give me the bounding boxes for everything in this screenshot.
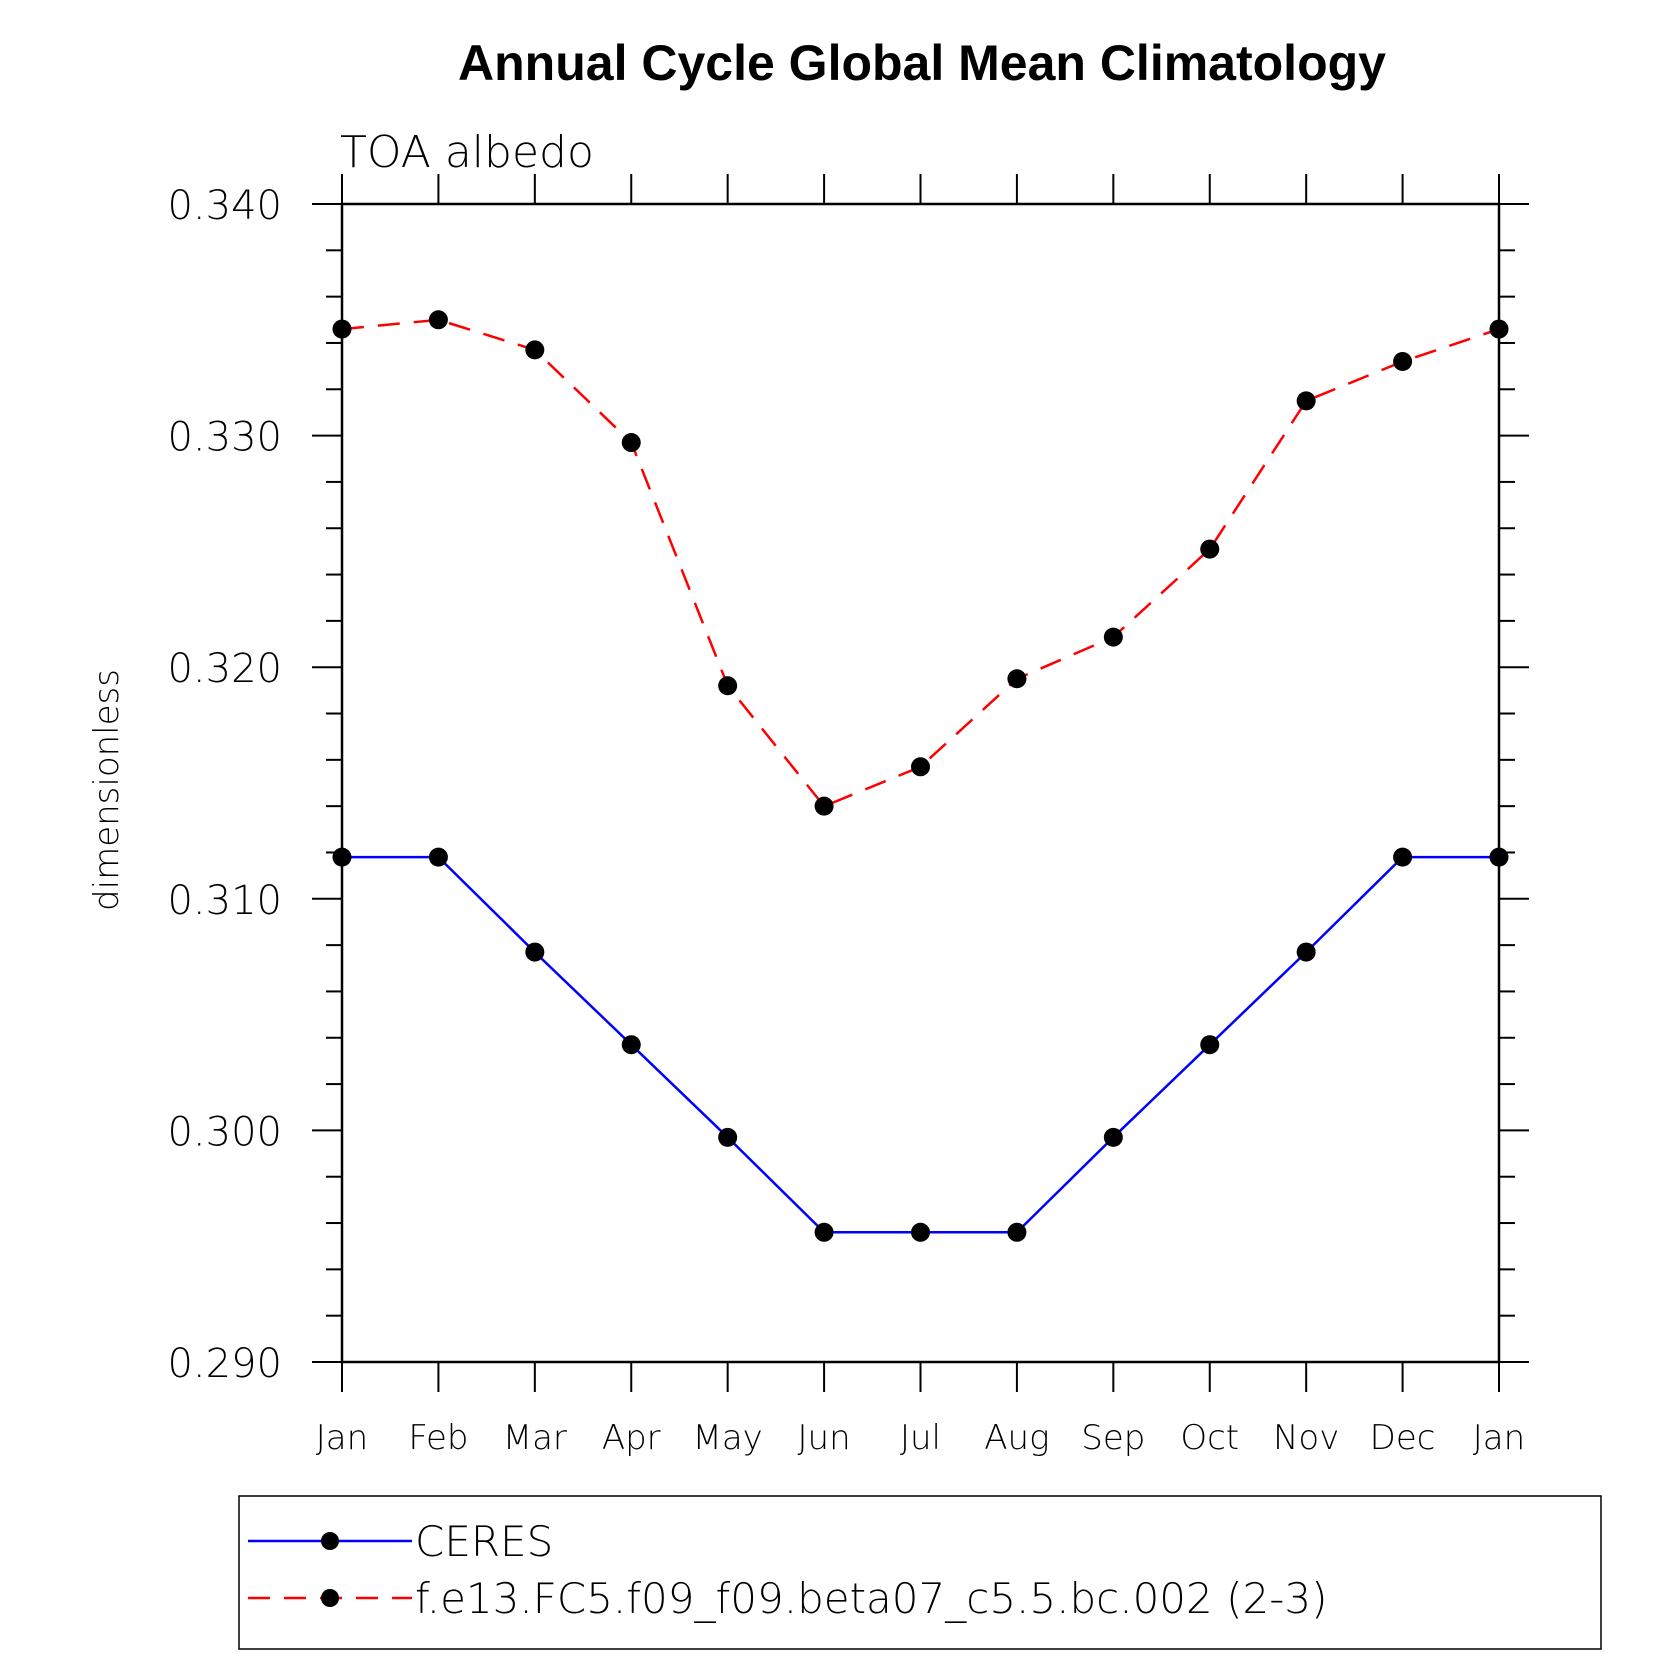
x-axis-ticks: Jan Feb Mar Apr May Jun Jul Aug Sep Oct Nov Dec Jan	[316, 174, 1525, 1458]
data-point-series-0	[911, 1222, 930, 1242]
x-tick-label: Jun	[798, 1418, 851, 1458]
x-tick-label: Apr	[602, 1418, 661, 1458]
data-point-series-1	[1007, 669, 1027, 689]
data-point-series-1	[428, 310, 448, 330]
y-axis-label: dimensionless	[87, 669, 127, 911]
y-tick-label: 0.320	[167, 646, 282, 692]
y-tick-label: 0.310	[167, 878, 282, 924]
y-tick-label: 0.330	[167, 415, 282, 461]
x-tick-label: Feb	[408, 1418, 468, 1458]
data-point-series-1	[1200, 539, 1220, 559]
data-point-series-1	[332, 319, 352, 339]
data-point-series-1	[1393, 351, 1413, 371]
data-point-series-1	[1489, 319, 1509, 339]
data-point-series-0	[1296, 942, 1316, 962]
chart-title: Annual Cycle Global Mean Climatology	[458, 35, 1386, 91]
legend-marker-ceres	[321, 1532, 339, 1550]
y-tick-label: 0.290	[167, 1341, 282, 1387]
data-point-series-1	[718, 676, 738, 696]
data-point-series-1	[814, 796, 834, 816]
x-tick-label: Mar	[503, 1418, 567, 1458]
data-point-series-1	[1103, 627, 1123, 647]
data-point-series-0	[1393, 847, 1413, 867]
data-point-series-0	[1489, 847, 1509, 867]
data-point-series-0	[718, 1127, 738, 1147]
legend-box	[238, 1495, 1602, 1650]
series-layer	[332, 310, 1509, 1242]
data-point-series-1	[621, 433, 641, 453]
data-point-series-0	[621, 1035, 641, 1055]
legend-marker-model	[321, 1589, 339, 1607]
x-tick-label: Nov	[1273, 1418, 1339, 1458]
x-tick-label: May	[693, 1418, 763, 1458]
x-tick-label: Aug	[984, 1418, 1049, 1458]
legend: CERES f.e13.FC5.f09_f09.beta07_c5.5.bc.0…	[238, 1495, 1602, 1650]
x-tick-label: Jan	[1473, 1418, 1525, 1458]
plot-frame	[340, 202, 1501, 1364]
x-tick-label: Dec	[1370, 1418, 1436, 1458]
data-point-series-0	[1103, 1127, 1123, 1147]
y-tick-label: 0.340	[167, 183, 282, 229]
data-point-series-1	[911, 757, 930, 777]
data-point-series-0	[1007, 1222, 1027, 1242]
series-line-0	[342, 855, 1499, 1234]
data-point-series-0	[525, 942, 545, 962]
legend-label-ceres: CERES	[415, 1517, 553, 1566]
legend-label-model: f.e13.FC5.f09_f09.beta07_c5.5.bc.002 (2-…	[415, 1574, 1327, 1623]
x-tick-label: Jul	[900, 1418, 941, 1458]
data-point-series-1	[1296, 391, 1316, 411]
data-point-series-0	[332, 847, 352, 867]
x-tick-label: Jan	[316, 1418, 368, 1458]
data-point-series-0	[814, 1222, 834, 1242]
data-point-series-0	[1200, 1035, 1220, 1055]
series-line-1	[341, 318, 1500, 808]
data-point-series-1	[525, 340, 545, 360]
chart-subtitle: TOA albedo	[340, 127, 594, 178]
y-tick-label: 0.300	[167, 1109, 282, 1155]
x-tick-label: Oct	[1180, 1418, 1239, 1458]
x-tick-label: Sep	[1081, 1418, 1145, 1458]
data-point-series-0	[428, 847, 448, 867]
y-axis-ticks: 0.290 0.300 0.310 0.320 0.330 0.340	[167, 183, 1529, 1387]
